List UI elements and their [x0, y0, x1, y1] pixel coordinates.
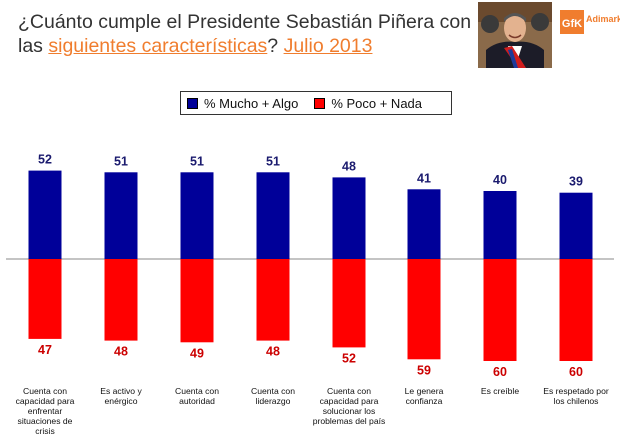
bar-negative-8	[559, 259, 593, 361]
category-label-1: Cuenta con capacidad para enfrentar situ…	[15, 386, 75, 436]
bar-positive-3	[180, 172, 214, 259]
data-label-positive-5: 48	[342, 159, 356, 173]
bar-negative-4	[256, 259, 290, 341]
president-photo	[478, 2, 552, 68]
data-label-negative-4: 48	[266, 345, 280, 359]
category-label-7: Es creíble	[480, 386, 520, 396]
data-label-negative-5: 52	[342, 351, 356, 365]
bar-negative-6	[407, 259, 441, 360]
bar-positive-6	[407, 189, 441, 259]
data-label-positive-3: 51	[190, 154, 204, 168]
chart-legend: % Mucho + Algo % Poco + Nada	[180, 91, 452, 115]
category-label-4: Cuenta con liderazgo	[251, 386, 295, 406]
bar-negative-5	[332, 259, 366, 348]
title-highlight-link[interactable]: siguientes características	[48, 35, 268, 57]
data-label-positive-1: 52	[38, 153, 52, 167]
bar-negative-3	[180, 259, 214, 343]
category-label-2: Es activo y enérgico	[100, 386, 142, 406]
data-label-negative-6: 59	[417, 363, 431, 377]
bar-positive-4	[256, 172, 290, 259]
bar-positive-1	[28, 170, 62, 259]
title-main: ¿Cuánto cumple el Presidente Sebastián P…	[18, 11, 472, 57]
category-label-8: Es respetado por los chilenos	[543, 386, 609, 406]
legend-swatch-positive	[187, 97, 198, 109]
data-label-positive-7: 40	[493, 173, 507, 187]
bar-negative-1	[28, 259, 62, 339]
data-label-negative-2: 48	[114, 345, 128, 359]
data-label-negative-1: 47	[38, 343, 52, 357]
gfk-adimark-logo: GfK Adimark	[560, 10, 620, 34]
bar-positive-7	[483, 191, 517, 259]
category-labels: Cuenta con capacidad para enfrentar situ…	[0, 386, 630, 441]
page-title: ¿Cuánto cumple el Presidente Sebastián P…	[18, 10, 473, 58]
legend-item-positive: % Mucho + Algo	[187, 96, 298, 111]
svg-text:GfK: GfK	[562, 18, 582, 30]
data-label-positive-8: 39	[569, 175, 583, 189]
bar-chart: 52 47 51 48 51 49 51 48 48 52 41 59 40 60 39 60	[6, 153, 614, 379]
legend-label-negative: % Poco + Nada	[331, 95, 423, 111]
legend-swatch-negative	[314, 97, 326, 109]
data-label-positive-2: 51	[114, 154, 128, 168]
data-label-positive-6: 41	[417, 171, 431, 185]
title-question-mark: ?	[267, 35, 284, 57]
title-date-link[interactable]: Julio 2013	[283, 35, 373, 57]
category-label-5: Cuenta con capacidad para solucionar los…	[312, 386, 386, 426]
legend-item-negative: % Poco + Nada	[314, 96, 422, 111]
bar-negative-2	[104, 259, 138, 341]
data-label-negative-8: 60	[569, 365, 583, 379]
bar-positive-8	[559, 192, 593, 259]
legend-label-positive: % Mucho + Algo	[204, 95, 299, 111]
bar-positive-5	[332, 177, 366, 259]
bar-positive-2	[104, 172, 138, 259]
category-label-6: Le genera confianza	[404, 386, 444, 406]
svg-text:Adimark: Adimark	[586, 14, 620, 24]
data-label-negative-7: 60	[493, 365, 507, 379]
data-label-negative-3: 49	[190, 346, 204, 360]
data-label-positive-4: 51	[266, 154, 280, 168]
bar-negative-7	[483, 259, 517, 361]
category-label-3: Cuenta con autoridad	[175, 386, 219, 406]
